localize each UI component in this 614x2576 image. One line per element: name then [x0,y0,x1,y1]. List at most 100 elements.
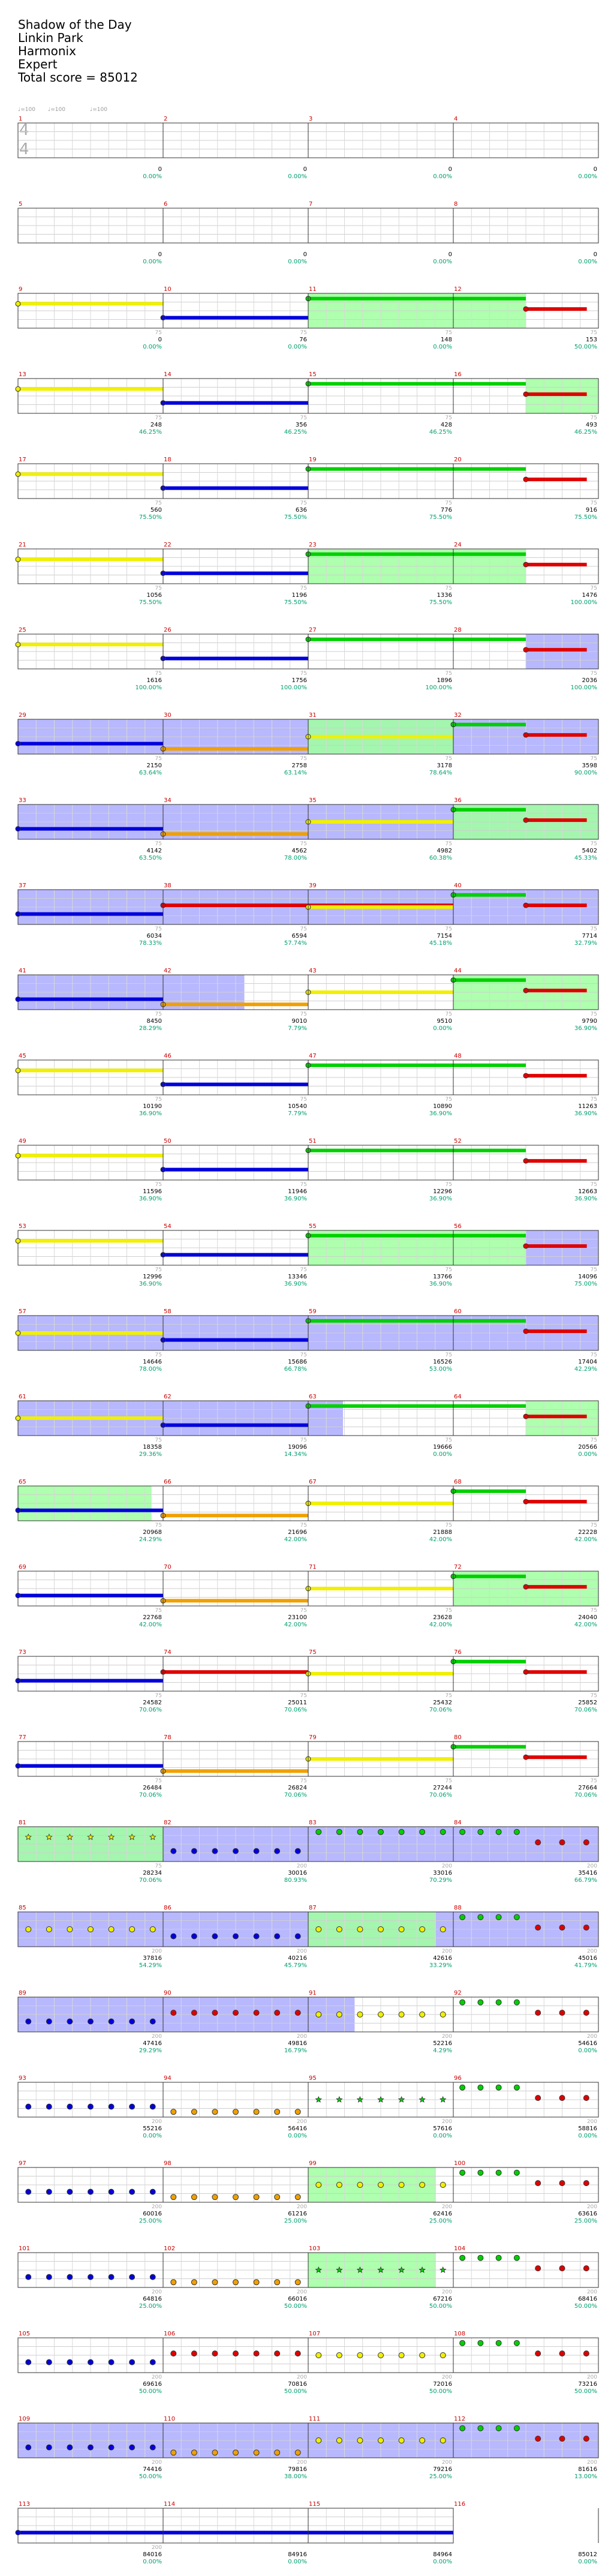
star-note [336,2095,343,2103]
note-gem [88,2103,94,2110]
star-note [440,2095,447,2103]
note-gem [398,1829,405,1835]
beat-score: 75 [446,330,452,336]
measure-percent: 75.50% [139,599,162,606]
note-gem [535,2265,541,2272]
measure-score: 356 [296,422,307,428]
note-gem [212,1933,218,1939]
beat-score: 200 [587,1863,597,1869]
measure-percent: 0.00% [288,173,307,180]
measure-score: 33016 [433,1870,452,1877]
note-gem [253,1848,260,1854]
beat-score: 200 [297,2460,307,2466]
beat-score: 200 [297,2034,307,2040]
measure-score: 0 [158,166,162,173]
note-gem [191,2194,197,2200]
measure-number: 82 [164,1820,171,1826]
note-gem [398,1926,405,1932]
beat-score: 75 [155,1182,162,1188]
beat-score: 75 [591,1608,597,1614]
note-gem [559,1839,565,1846]
beat-score: 75 [591,1097,597,1103]
measure-number: 95 [309,2075,317,2082]
measure-score: 79216 [433,2466,452,2473]
note-gem [495,2254,502,2261]
measure-percent: 50.00% [139,2473,162,2480]
measure-number: 25 [19,627,26,634]
measure-score: 3598 [582,762,597,769]
measure-score: 0 [158,251,162,258]
beat-score: 75 [446,1267,452,1273]
beat-score: 75 [155,926,162,932]
note-gem [419,1926,426,1932]
note-gem [336,1926,342,1932]
measure-number: 19 [309,457,317,463]
measure-number: 73 [19,1649,26,1656]
note-gem [459,1999,466,2005]
measure-score: 27244 [433,1785,452,1791]
note-gem [149,2444,156,2451]
note-gem [46,2188,52,2195]
measure-score: 2758 [292,762,307,769]
measure-percent: 53.00% [429,1366,452,1373]
measure-score: 1616 [147,677,162,684]
note-gem [108,2274,115,2280]
star-note [46,1833,53,1841]
measure-percent: 70.06% [139,1707,162,1713]
measure-percent: 29.29% [139,2047,162,2054]
note-gem [378,2352,384,2358]
note-gem [459,2340,466,2346]
measure-number: 77 [19,1734,26,1741]
beat-score: 75 [446,1693,452,1699]
time-signature-top: 4 [19,121,29,139]
note-gem [315,2011,322,2017]
beat-score: 75 [155,756,162,762]
beat-score: 75 [591,1267,597,1273]
beat-score: 75 [300,1352,307,1358]
note-gem [108,2359,115,2365]
beat-score: 75 [300,1523,307,1529]
note-gem [583,2010,589,2016]
note-gem [15,741,21,747]
measure-percent: 36.90% [429,1110,452,1117]
measure-score: 10190 [143,1103,162,1110]
measure-number: 83 [309,1820,317,1826]
measure-score: 2150 [147,762,162,769]
note-gem [477,2169,484,2176]
beat-score: 200 [152,2289,162,2295]
measure-number: 66 [164,1479,171,1485]
measure-number: 111 [309,2416,320,2422]
measure-score: 0 [303,251,307,258]
note-gem [191,2449,197,2456]
note-gem [294,2279,301,2286]
note-gem [523,562,529,568]
measure-percent: 32.79% [574,940,597,947]
note-gem [46,2103,52,2110]
star-note [377,2095,384,2103]
measure-percent: 50.00% [574,2388,597,2395]
measure-score: 64816 [143,2296,162,2302]
measure-number: 60 [454,1308,462,1315]
measure-number: 21 [19,542,26,548]
measure-score: 13346 [288,1274,307,1280]
measure-percent: 36.90% [574,1025,597,1032]
measure-number: 31 [309,712,317,719]
star-note [315,2266,322,2273]
measure-score: 12296 [433,1188,452,1195]
note-gem [191,1848,197,1854]
measure-score: 81616 [578,2466,597,2473]
measure-percent: 100.00% [426,684,453,691]
measure-percent: 100.00% [136,684,162,691]
measure-number: 102 [164,2245,175,2252]
measure-number: 47 [309,1053,317,1059]
note-gem [523,1584,529,1590]
note-gem [535,2436,541,2442]
beat-score: 75 [300,1693,307,1699]
beat-score: 75 [591,1437,597,1443]
star-note [398,2095,405,2103]
note-gem [67,2444,73,2451]
measure-percent: 60.38% [429,855,452,861]
beat-score: 75 [155,1693,162,1699]
measure-percent: 46.25% [574,429,597,436]
note-gem [535,2350,541,2357]
